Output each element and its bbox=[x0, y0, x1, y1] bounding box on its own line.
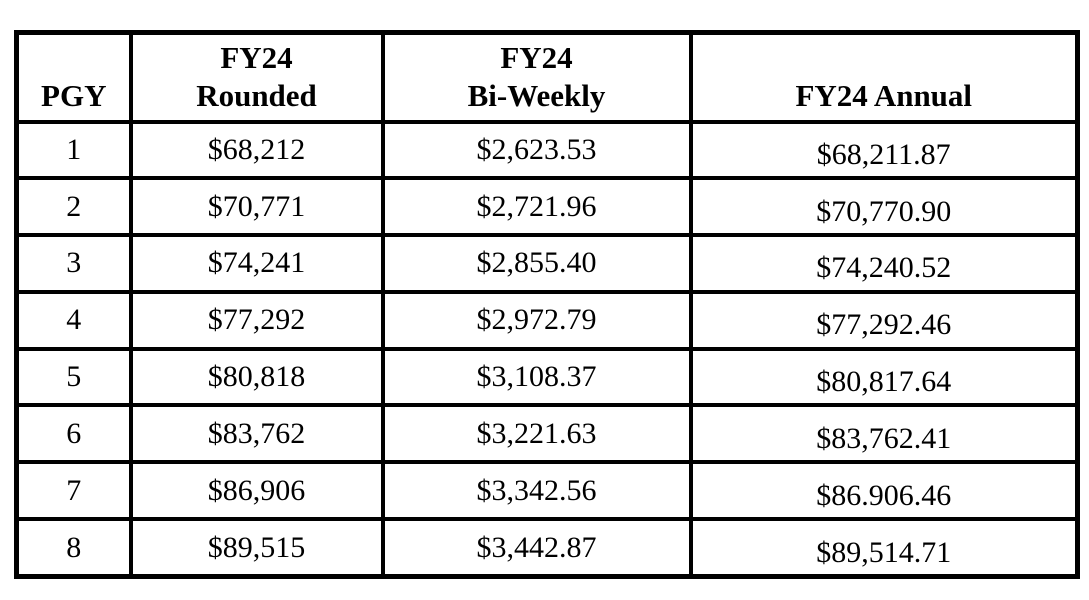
pgy-cell: 7 bbox=[14, 460, 133, 522]
table-row: 2 $70,771 $2,721.96 $70,770.90 bbox=[14, 176, 1080, 238]
column-header-fy24-biweekly-line2: Bi-Weekly bbox=[467, 77, 606, 113]
rounded-cell: $80,818 bbox=[128, 346, 385, 408]
column-header-pgy-label: PGY bbox=[41, 77, 107, 113]
biweekly-cell: $3,221.63 bbox=[380, 403, 693, 465]
table-row: 8 $89,515 $3,442.87 $89,514.71 bbox=[14, 517, 1080, 579]
column-header-fy24-rounded-line1: FY24 bbox=[220, 39, 293, 75]
table-row: 5 $80,818 $3,108.37 $80,817.64 bbox=[14, 346, 1080, 408]
rounded-cell: $68,212 bbox=[128, 119, 385, 181]
table-row: 1 $68,212 $2,623.53 $68,211.87 bbox=[14, 119, 1080, 181]
annual-cell: $86.906.46 bbox=[688, 460, 1080, 522]
biweekly-cell: $3,442.87 bbox=[380, 517, 693, 579]
biweekly-cell: $3,342.56 bbox=[380, 460, 693, 522]
column-header-fy24-annual: FY24 Annual bbox=[688, 30, 1080, 124]
biweekly-cell: $2,855.40 bbox=[380, 233, 693, 294]
column-header-fy24-rounded-line2: Rounded bbox=[196, 77, 317, 113]
annual-cell: $89,514.71 bbox=[688, 517, 1080, 579]
pgy-cell: 6 bbox=[14, 403, 133, 465]
rounded-cell: $89,515 bbox=[128, 517, 385, 579]
table-row: 3 $74,241 $2,855.40 $74,240.52 bbox=[14, 233, 1080, 294]
rounded-cell: $86,906 bbox=[128, 460, 385, 522]
pgy-cell: 8 bbox=[14, 517, 133, 579]
pgy-salary-table: PGY FY24 Rounded FY24 Bi-Weekly FY24 Ann… bbox=[14, 30, 1080, 579]
rounded-cell: $83,762 bbox=[128, 403, 385, 465]
biweekly-cell: $2,972.79 bbox=[380, 289, 693, 351]
column-header-fy24-biweekly: FY24 Bi-Weekly bbox=[380, 30, 693, 124]
rounded-cell: $77,292 bbox=[128, 289, 385, 351]
annual-cell: $83,762.41 bbox=[688, 403, 1080, 465]
column-header-fy24-biweekly-line1: FY24 bbox=[500, 39, 573, 75]
rounded-cell: $70,771 bbox=[128, 176, 385, 238]
column-header-pgy: PGY bbox=[14, 30, 133, 124]
pgy-cell: 2 bbox=[14, 176, 133, 238]
table-row: 4 $77,292 $2,972.79 $77,292.46 bbox=[14, 289, 1080, 351]
biweekly-cell: $2,623.53 bbox=[380, 119, 693, 181]
biweekly-cell: $3,108.37 bbox=[380, 346, 693, 408]
table-row: 6 $83,762 $3,221.63 $83,762.41 bbox=[14, 403, 1080, 465]
annual-cell: $80,817.64 bbox=[688, 346, 1080, 408]
pgy-cell: 3 bbox=[14, 233, 133, 294]
pgy-cell: 1 bbox=[14, 119, 133, 181]
column-header-fy24-annual-label: FY24 Annual bbox=[795, 77, 973, 113]
biweekly-cell: $2,721.96 bbox=[380, 176, 693, 238]
pgy-cell: 4 bbox=[14, 289, 133, 351]
header-row: PGY FY24 Rounded FY24 Bi-Weekly FY24 Ann… bbox=[14, 30, 1080, 124]
annual-cell: $74,240.52 bbox=[688, 233, 1080, 294]
annual-cell: $68,211.87 bbox=[688, 119, 1080, 181]
annual-cell: $70,770.90 bbox=[688, 176, 1080, 238]
pgy-cell: 5 bbox=[14, 346, 133, 408]
rounded-cell: $74,241 bbox=[128, 233, 385, 294]
column-header-fy24-rounded: FY24 Rounded bbox=[128, 30, 385, 124]
table-row: 7 $86,906 $3,342.56 $86.906.46 bbox=[14, 460, 1080, 522]
annual-cell: $77,292.46 bbox=[688, 289, 1080, 351]
